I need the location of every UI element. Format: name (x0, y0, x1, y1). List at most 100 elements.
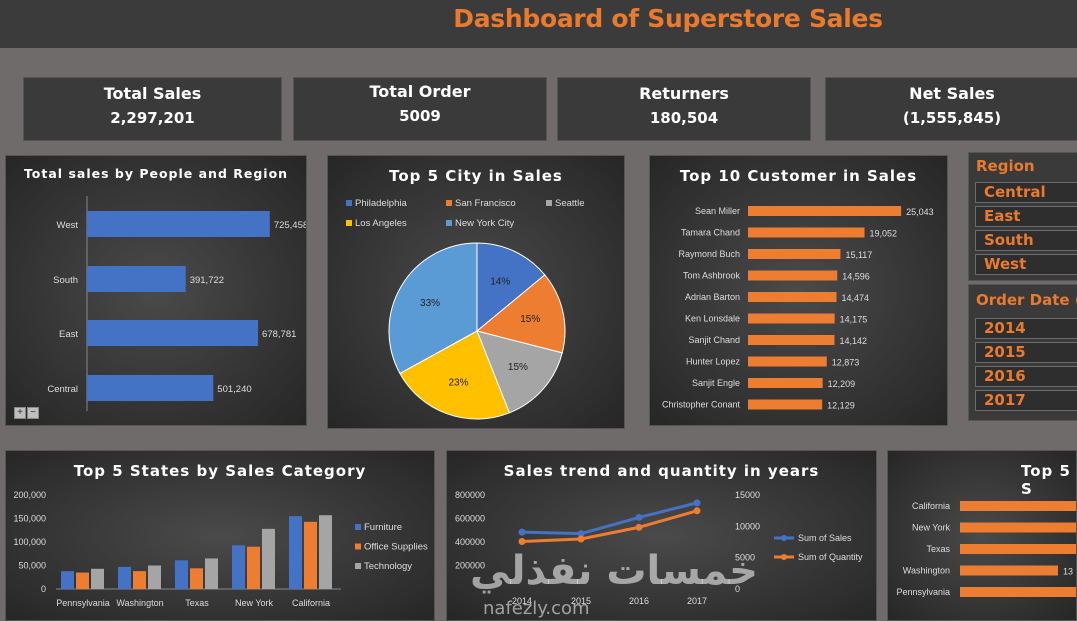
pie-slice-seattle (476, 330, 563, 414)
bar (748, 249, 841, 259)
slicer-item-south[interactable]: South (975, 230, 1077, 251)
legend-swatch (446, 200, 452, 206)
data-point (635, 513, 643, 521)
bar-central (87, 375, 214, 401)
header-bar: Dashboard of Superstore Sales (0, 0, 1077, 48)
top-states-bar-chart: California New York Texas Washington 13 Penns… (896, 501, 1076, 597)
tick-label: 15000 (735, 490, 760, 500)
tick-label: 200000 (455, 561, 485, 571)
collapse-button[interactable]: − (27, 407, 39, 419)
kpi-returners: Returners 180,504 (557, 77, 811, 141)
slicer-item-2017[interactable]: 2017 (975, 390, 1077, 411)
data-label: 14% (490, 277, 510, 288)
tick-label: 150,000 (13, 514, 46, 524)
expand-button[interactable]: + (14, 407, 26, 419)
kpi-total-order: Total Order 5009 (293, 77, 547, 141)
tick-label: 0 (735, 584, 740, 594)
bar (748, 227, 865, 238)
chart-title: Top 10 Customer in Sales (679, 167, 918, 185)
dashboard-title: Dashboard of Superstore Sales (453, 4, 883, 33)
data-label: 12,209 (828, 379, 856, 389)
bar-pennsylvania (91, 568, 104, 589)
legend-swatch (355, 543, 361, 550)
data-point (635, 523, 643, 531)
tick-label: Raymond Buch (678, 249, 740, 259)
tick-label: Tom Ashbrook (683, 271, 741, 281)
tick-label: Washington (903, 566, 950, 576)
tick-label: New York (912, 523, 951, 533)
kpi-value: 180,504 (649, 109, 719, 127)
data-label: 14,596 (842, 272, 870, 282)
tick-label: 2017 (687, 596, 707, 606)
tick-label: 5000 (735, 553, 755, 563)
legend-entry: Technology (364, 561, 412, 572)
chart-title: Sales trend and quantity in years (503, 462, 820, 480)
chart-title: Top 5 S (1021, 462, 1071, 498)
chart-top-states-category: Top 5 States by Sales Category 0 50,000 10… (5, 450, 435, 621)
data-label: 725,458 (274, 220, 307, 231)
kpi-label: Total Sales (103, 84, 202, 103)
sales-trend-chart: 200000 400000 600000 800000 0 5000 10000 15000 2… (455, 490, 863, 606)
legend-marker (781, 535, 787, 541)
city-pie-chart: Philadelphia San Francisco Seattle Los Ange… (346, 198, 585, 420)
slicer-item-central[interactable]: Central (975, 182, 1077, 203)
chart-top-states-sales: Top 5 S California New York Texas Washingto… (887, 450, 1077, 621)
bar-california (289, 516, 302, 589)
bar (748, 292, 837, 302)
tick-label: Ken Lonsdale (685, 314, 740, 324)
bar-washington (118, 566, 131, 589)
customer-bar-chart: Sean Miller 25,043 Tamara Chand 19,052 Raymo… (662, 206, 934, 411)
bar-west (87, 211, 270, 237)
tick-label: 2015 (571, 596, 591, 606)
chart-title: Top 5 City in Sales (389, 167, 563, 185)
bar (748, 378, 823, 388)
kpi-value: 2,297,201 (110, 109, 195, 127)
data-point (693, 507, 701, 515)
tick-label: 600000 (455, 514, 485, 524)
tick-label: Adrian Barton (685, 292, 740, 302)
bar (748, 206, 902, 216)
kpi-value: (1,555,845) (902, 109, 1002, 127)
bar-new-york (247, 546, 260, 589)
slicer-item-west[interactable]: West (975, 254, 1077, 275)
data-label: 33% (420, 298, 440, 309)
tick-label: Hunter Lopez (686, 357, 741, 367)
data-label: 14,175 (840, 315, 868, 325)
data-label: 12,873 (832, 358, 860, 368)
tick-label: New York (235, 598, 274, 608)
kpi-total-sales: Total Sales 2,297,201 (23, 77, 282, 141)
bar-new-york (232, 545, 245, 589)
tick-label: Texas (926, 544, 950, 554)
pie-slice-san-francisco (475, 274, 566, 354)
data-point (693, 499, 701, 507)
tick-label: Pennsylvania (896, 587, 950, 597)
tick-label: California (912, 501, 950, 511)
pie-slice-new-york-city (388, 242, 478, 375)
data-label: 25,043 (906, 207, 934, 217)
tick-label: Texas (185, 598, 209, 608)
region-slicer: Region Central East South West (968, 152, 1077, 281)
bar (748, 399, 823, 410)
legend-swatch (346, 220, 352, 226)
bar-california (304, 521, 317, 589)
tick-label: 800000 (455, 490, 485, 500)
bar-washington (133, 571, 146, 589)
tick-label: 0 (41, 584, 46, 594)
slicer-item-east[interactable]: East (975, 206, 1077, 227)
slicer-item-2016[interactable]: 2016 (975, 366, 1077, 387)
kpi-label: Net Sales (909, 84, 995, 103)
bar-texas (190, 568, 203, 589)
data-label: 14,474 (842, 293, 870, 303)
chart-top-customers: Top 10 Customer in Sales Sean Miller 25,0… (649, 155, 948, 426)
legend-marker (781, 554, 787, 560)
data-label: 14,142 (839, 336, 867, 346)
tick-label: Sean Miller (695, 206, 740, 216)
bar-texas (205, 558, 218, 589)
slicer-item-2014[interactable]: 2014 (975, 318, 1077, 339)
watermark-arabic: خمسات نفذلي (470, 548, 758, 594)
tick-label: 400000 (455, 537, 485, 547)
legend-entry: Sum of Sales (798, 533, 852, 543)
tick-label: 200,000 (13, 490, 46, 500)
chart-sales-trend: Sales trend and quantity in years 200000… (446, 450, 877, 621)
slicer-item-2015[interactable]: 2015 (975, 342, 1077, 363)
